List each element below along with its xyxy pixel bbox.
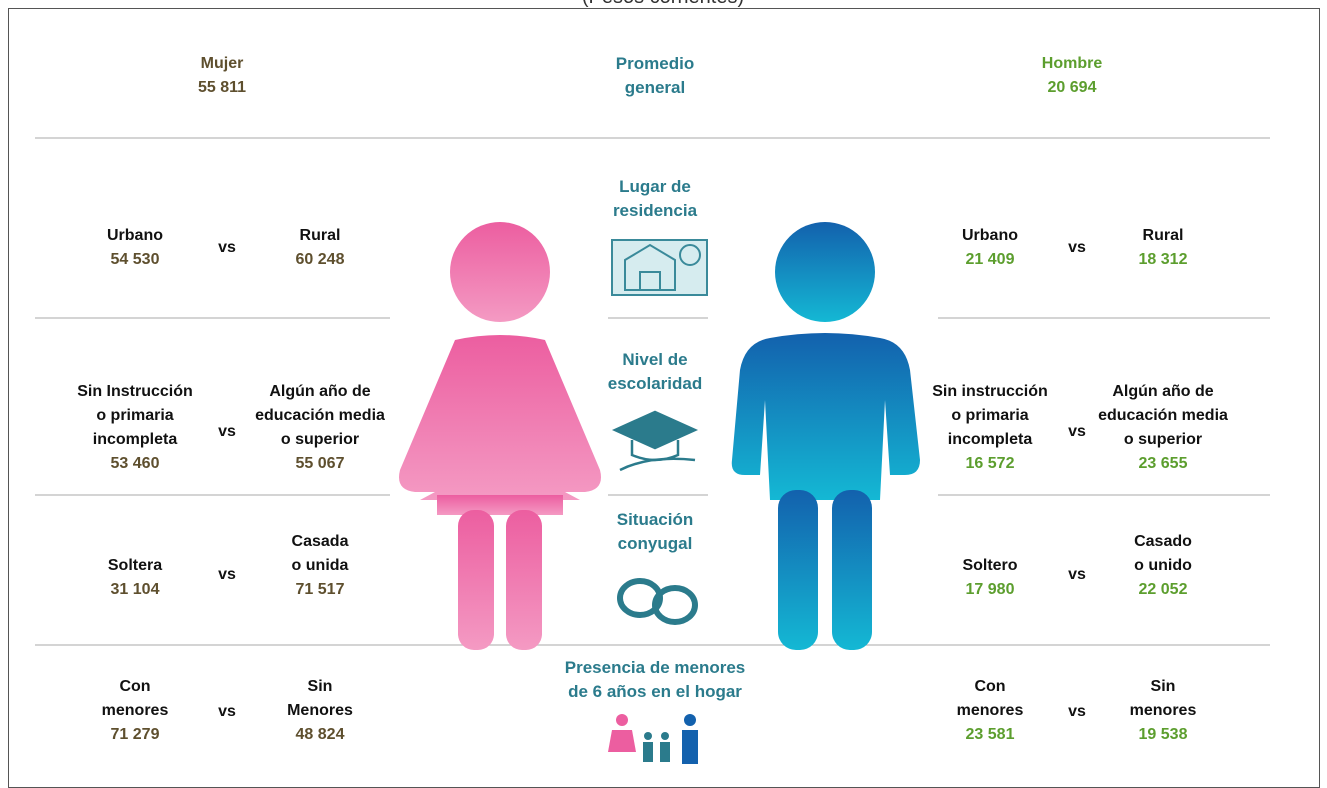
value: 16 572 xyxy=(965,455,1015,472)
value: 53 460 xyxy=(110,455,160,472)
topic-label: Lugar de residencia xyxy=(612,177,698,220)
summary-center: Promedio general xyxy=(615,54,695,97)
category-label: Soltera xyxy=(107,557,163,574)
value: 21 409 xyxy=(965,251,1015,268)
vs-label: vs xyxy=(218,423,236,440)
value: 17 980 xyxy=(965,581,1015,598)
family-icon xyxy=(608,714,698,764)
man-figure xyxy=(731,222,920,650)
dividers xyxy=(35,137,1270,646)
topic-label: Situación conyugal xyxy=(616,510,694,553)
value: 22 052 xyxy=(1138,581,1188,598)
vs-label: vs xyxy=(218,566,236,583)
category-label: Urbano xyxy=(962,227,1018,244)
mujer-label: Mujer xyxy=(200,55,244,72)
category-label: Sin Menores xyxy=(287,678,353,719)
topic-label: Presencia de menores de 6 años en el hog… xyxy=(564,658,746,701)
topic-label: Nivel de escolaridad xyxy=(607,350,703,393)
house-icon xyxy=(611,239,708,296)
category-label: Algún año de educación media o superior xyxy=(255,383,385,448)
vs-label: vs xyxy=(218,703,236,720)
category-label: Soltero xyxy=(962,557,1018,574)
value: 18 312 xyxy=(1138,251,1188,268)
hombre-value: 20 694 xyxy=(1047,79,1097,96)
graduation-icon xyxy=(611,410,699,472)
vs-label: vs xyxy=(1068,239,1086,256)
category-label: Sin menores xyxy=(1129,678,1197,719)
category-label: Rural xyxy=(299,227,341,244)
value: 60 248 xyxy=(295,251,345,268)
rings-icon xyxy=(617,578,698,625)
category-label: Sin Instrucción o primaria incompleta xyxy=(77,383,193,448)
category-label: Rural xyxy=(1142,227,1184,244)
value: 23 581 xyxy=(965,726,1015,743)
category-label: Urbano xyxy=(107,227,163,244)
value: 54 530 xyxy=(110,251,160,268)
category-label: Algún año de educación media o superior xyxy=(1098,383,1228,448)
hombre-label: Hombre xyxy=(1041,55,1103,72)
vs-label: vs xyxy=(1068,703,1086,720)
value: 23 655 xyxy=(1138,455,1188,472)
category-label: Con menores xyxy=(101,678,169,719)
value: 48 824 xyxy=(295,726,345,743)
vs-label: vs xyxy=(1068,423,1086,440)
value: 19 538 xyxy=(1138,726,1188,743)
vs-label: vs xyxy=(218,239,236,256)
value: 55 067 xyxy=(295,455,345,472)
mujer-value: 55 811 xyxy=(197,79,247,96)
value: 71 279 xyxy=(110,726,160,743)
vs-label: vs xyxy=(1068,566,1086,583)
woman-figure xyxy=(399,222,601,650)
category-label: Sin instrucción o primaria incompleta xyxy=(932,383,1048,448)
category-label: Casada o unida xyxy=(291,533,349,574)
subtitle: (Pesos corrientes) xyxy=(582,0,744,9)
value: 71 517 xyxy=(295,581,345,598)
category-label: Con menores xyxy=(956,678,1024,719)
category-label: Casado o unido xyxy=(1134,533,1192,574)
value: 31 104 xyxy=(110,581,160,598)
